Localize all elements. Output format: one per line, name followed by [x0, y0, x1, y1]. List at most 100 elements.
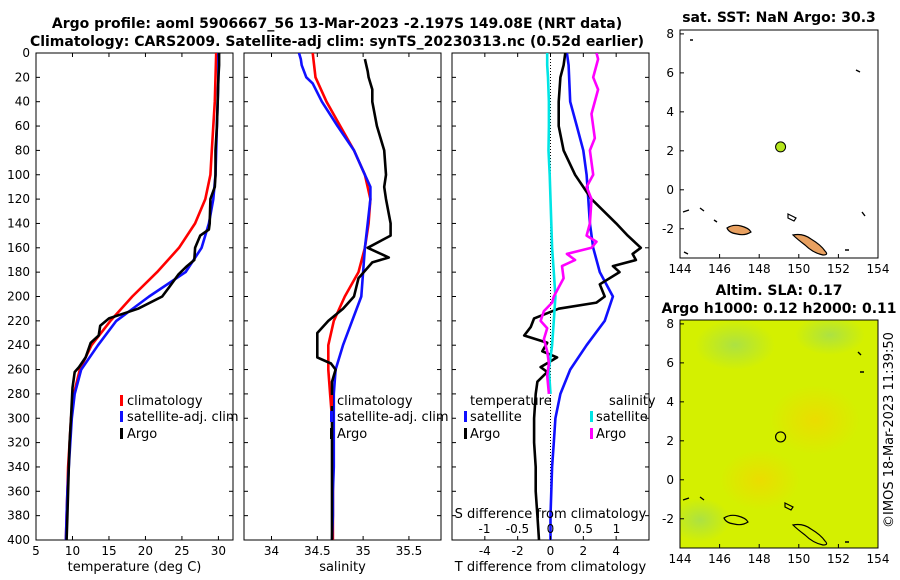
depth-tick-label: 140	[7, 216, 30, 230]
island-coastline	[791, 233, 828, 256]
map-x-tick-label: 144	[669, 552, 692, 566]
depth-tick-label: 400	[7, 533, 30, 547]
s-difference-x-label: S difference from climatology	[455, 507, 647, 522]
s-diff-tick-label: 0	[547, 522, 555, 536]
imos-timestamp-label: ©IMOS 18-Mar-2023 11:39:50	[882, 332, 897, 528]
series-line-temperature-argo	[522, 53, 643, 540]
map-y-tick-label: 6	[666, 66, 674, 80]
series-line-salinity-argo	[539, 53, 600, 395]
argo-position-marker	[775, 141, 787, 153]
x-tick-label: 20	[138, 544, 153, 558]
x-tick-label: 30	[211, 544, 226, 558]
x-tick-label: 2	[580, 544, 588, 558]
legend-swatch-argo	[120, 428, 123, 439]
legend-swatch-argo	[330, 428, 333, 439]
depth-tick-label: 240	[7, 338, 30, 352]
legend-swatch-climatology	[120, 395, 123, 406]
depth-axis: 0 20 40 60 80 100 120 140 160 180 200 220 240 260 280 3…	[7, 46, 649, 547]
sla-map-frame	[679, 319, 879, 549]
map-x-tick-label: 146	[708, 262, 731, 276]
map-y-tick-label: 4	[666, 105, 674, 119]
map-x-tick-label: 144	[669, 262, 692, 276]
depth-tick-label: 120	[7, 192, 30, 206]
map-y-tick-label: 8	[666, 317, 674, 331]
x-tick-label: 0	[547, 544, 555, 558]
depth-tick-label: 220	[7, 314, 30, 328]
sla-high-patch	[770, 385, 860, 455]
map-x-tick-label: 152	[827, 262, 850, 276]
s-diff-tick-label: -0.5	[506, 522, 529, 536]
legend-swatch-climatology	[330, 395, 333, 406]
argo-position-marker	[774, 431, 787, 443]
depth-tick-label: 360	[7, 484, 30, 498]
x-tick-label: 25	[174, 544, 189, 558]
legend-label-s-argo: Argo	[596, 427, 626, 442]
depth-tick-label: 40	[15, 95, 30, 109]
legend-label-satellite: satellite-adj. clim	[337, 410, 449, 425]
sla-low-patch	[680, 498, 730, 542]
map-x-tick-label: 148	[748, 552, 771, 566]
legend-title-temperature: temperature	[470, 394, 552, 409]
legend-label-climatology: climatology	[127, 394, 203, 409]
x-tick-label: -2	[512, 544, 524, 558]
sst-map-coastlines	[682, 39, 866, 256]
depth-tick-label: 60	[15, 119, 30, 133]
x-tick-label: 15	[101, 544, 116, 558]
legend-swatch-satellite	[330, 411, 333, 422]
x-tick-label: 10	[65, 544, 80, 558]
series-line-satellite-adj-clim	[297, 53, 372, 540]
x-tick-label: 35.5	[396, 544, 423, 558]
legend-label-s-satellite: satellite	[596, 410, 648, 425]
t-difference-x-label: T difference from climatology	[454, 560, 647, 575]
map-y-tick-label: -2	[662, 222, 674, 236]
island-coastline	[726, 224, 752, 236]
legend-label-t-argo: Argo	[470, 427, 500, 442]
depth-tick-label: 260	[7, 363, 30, 377]
temperature-legend: climatology satellite-adj. clim Argo	[120, 394, 239, 442]
legend-label-t-satellite: satellite	[470, 410, 522, 425]
map-x-tick-label: 152	[827, 552, 850, 566]
legend-swatch-s-satellite	[590, 411, 593, 422]
x-tick-label: 5	[32, 544, 40, 558]
depth-tick-label: 280	[7, 387, 30, 401]
sla-high-patch	[720, 450, 800, 510]
sla-field	[680, 320, 878, 548]
legend-title-salinity: salinity	[609, 394, 656, 409]
x-tick-label: 34.5	[304, 544, 331, 558]
map-y-tick-label: 0	[666, 473, 674, 487]
depth-tick-label: 320	[7, 436, 30, 450]
salinity-legend: climatology satellite-adj. clim Argo	[330, 394, 449, 442]
depth-tick-label: 100	[7, 168, 30, 182]
salinity-panel-frame	[243, 52, 442, 541]
reef-marks	[682, 351, 864, 543]
island-coastline	[784, 502, 794, 511]
depth-tick-label: 20	[15, 70, 30, 84]
map-x-tick-label: 154	[867, 262, 890, 276]
series-line-argo	[316, 58, 392, 540]
depth-tick-label: 200	[7, 290, 30, 304]
depth-tick-label: 180	[7, 265, 30, 279]
x-tick-label: -4	[479, 544, 491, 558]
salinity-x-ticks: 34 34.5 35 35.5	[264, 53, 422, 558]
legend-swatch-s-argo	[590, 428, 593, 439]
series-line-argo	[65, 53, 221, 540]
series-line-satellite-adj-clim	[64, 53, 220, 540]
map-y-tick-label: 2	[666, 144, 674, 158]
map-y-tick-label: -2	[662, 512, 674, 526]
s-diff-tick-label: -1	[479, 522, 491, 536]
legend-label-satellite: satellite-adj. clim	[127, 410, 239, 425]
salinity-x-label: salinity	[319, 560, 366, 575]
map-x-tick-label: 154	[867, 552, 890, 566]
legend-label-argo: Argo	[127, 427, 157, 442]
temperature-panel-frame	[35, 52, 234, 541]
s-diff-tick-label: 0.5	[574, 522, 593, 536]
depth-tick-label: 340	[7, 460, 30, 474]
island-coastline	[791, 523, 828, 546]
sla-map-title-line1: Altim. SLA: 0.17	[715, 283, 842, 299]
sla-low-patch	[795, 320, 865, 355]
island-coastline	[723, 514, 749, 526]
legend-label-argo: Argo	[337, 427, 367, 442]
depth-tick-label: 0	[22, 46, 30, 60]
sst-map-title: sat. SST: NaN Argo: 30.3	[682, 10, 876, 26]
